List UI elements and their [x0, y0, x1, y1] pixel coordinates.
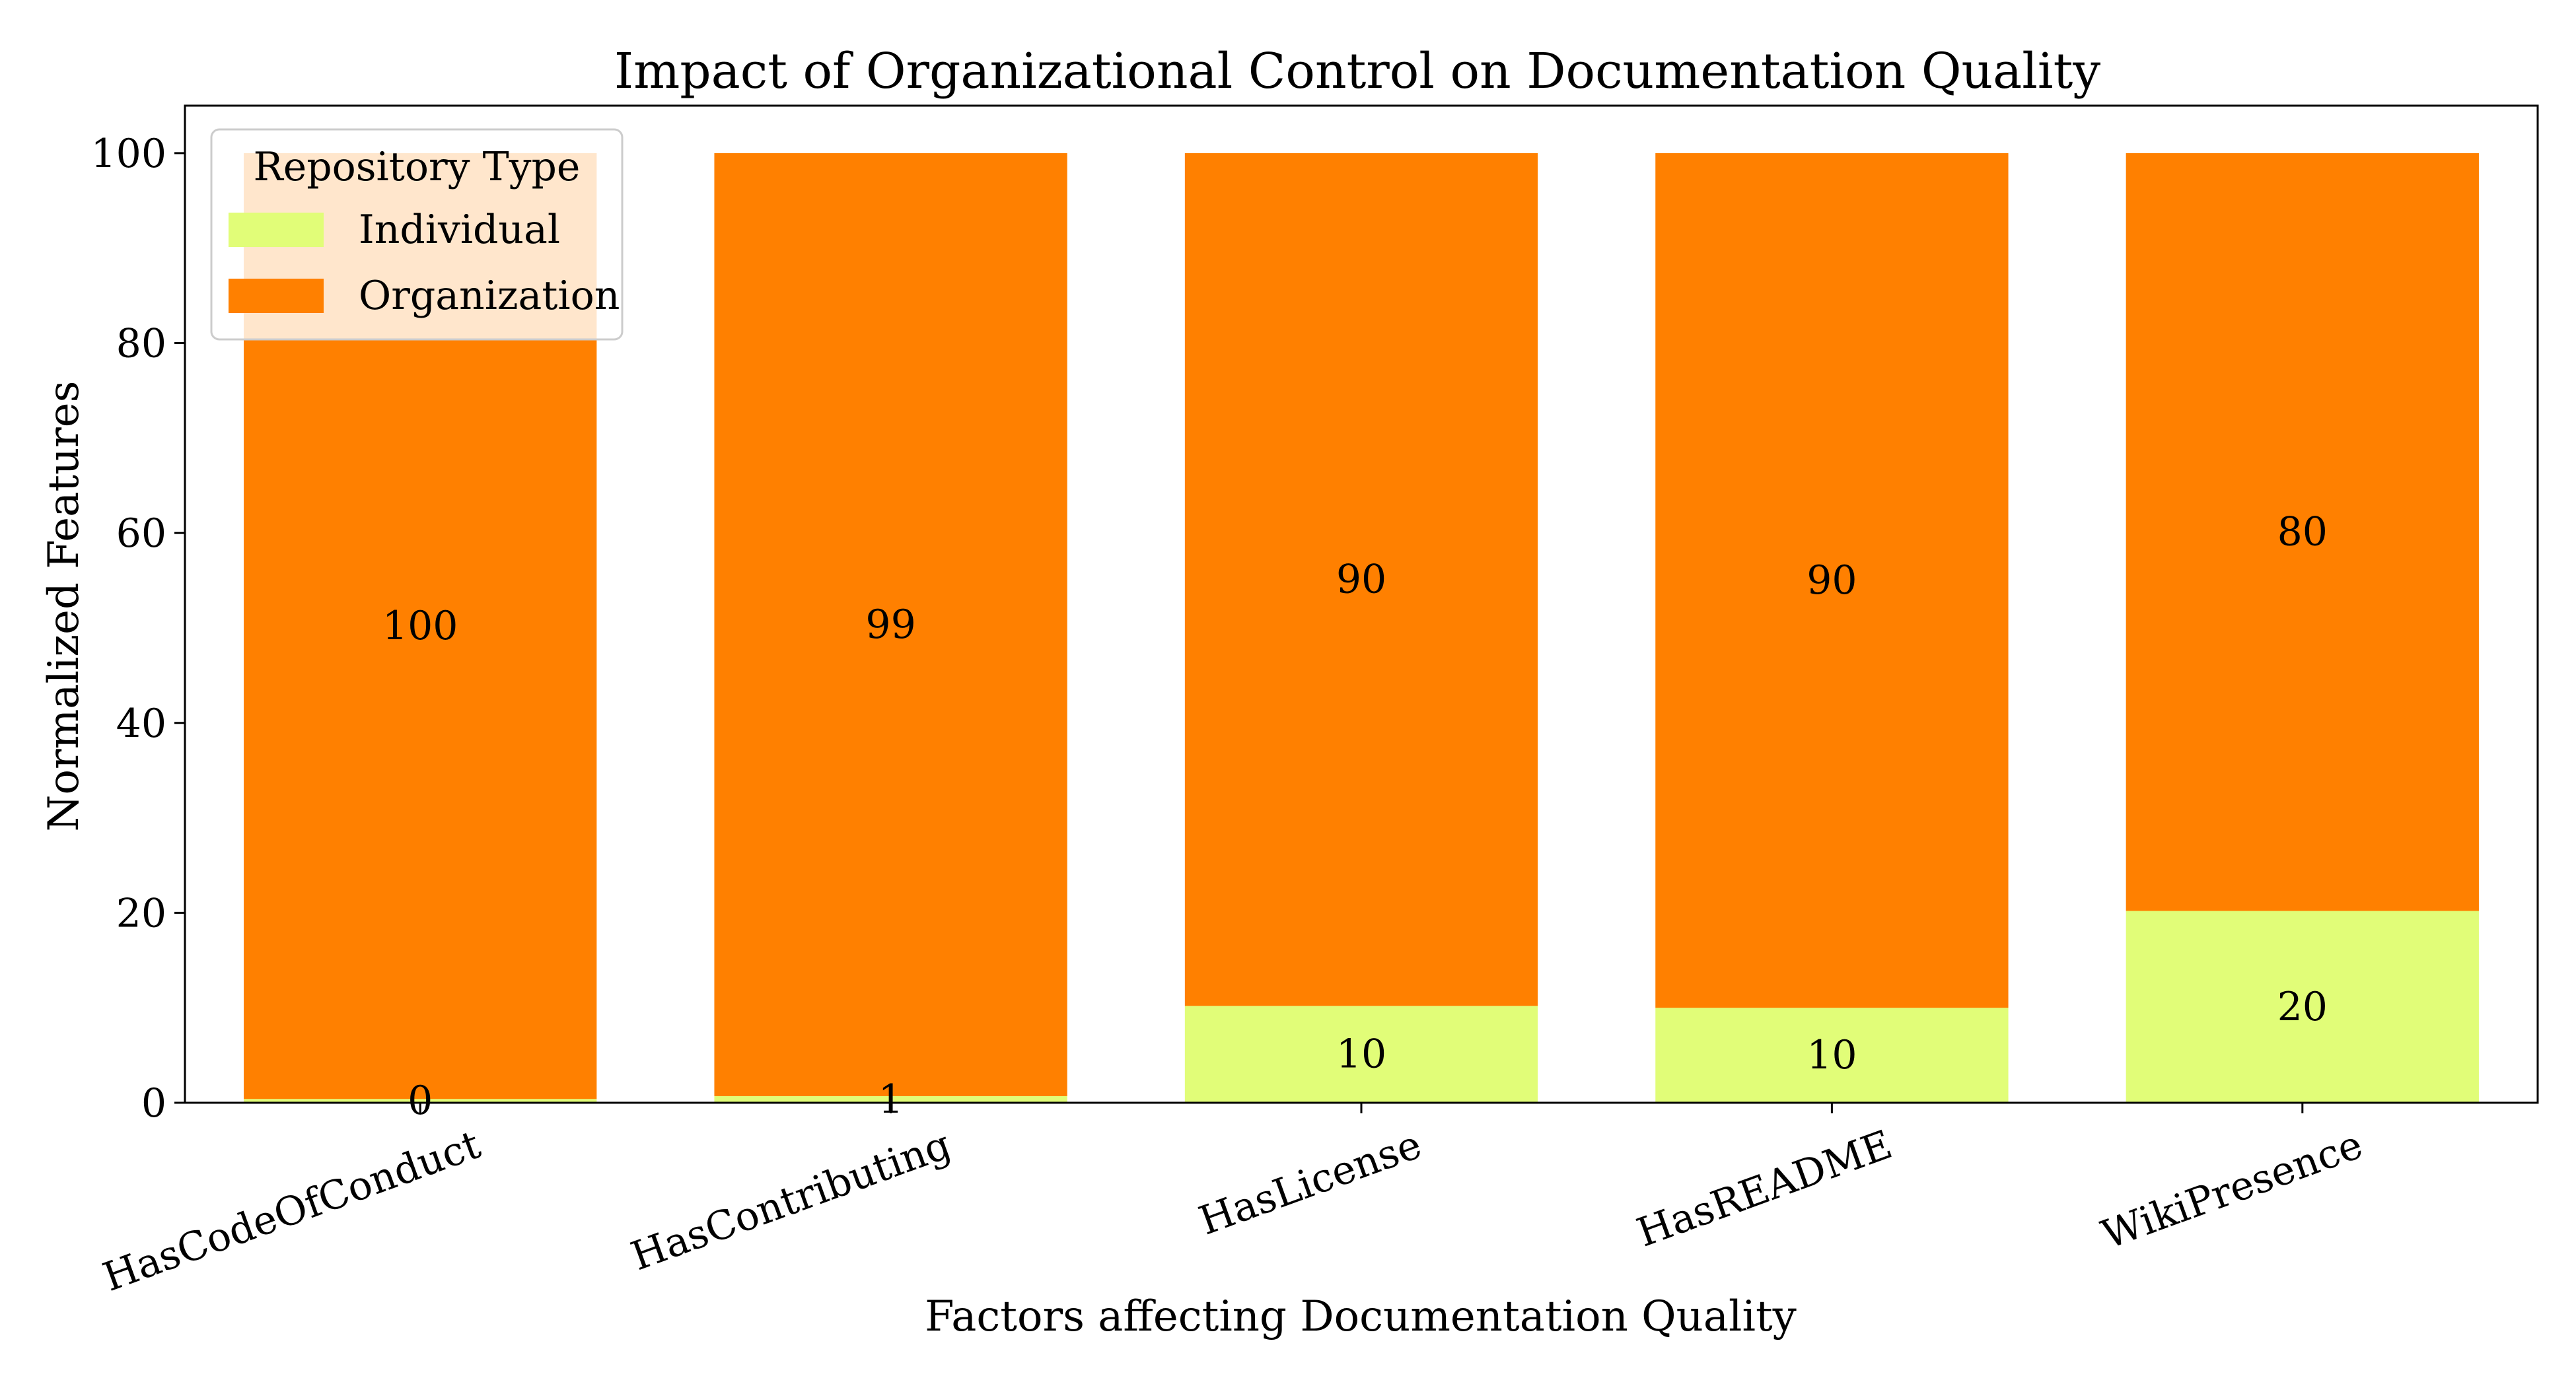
legend-entries: Individual Organization: [229, 207, 620, 319]
data-label-organization-hasreadme: 90: [1807, 557, 1857, 604]
y-tick-label: 60: [116, 510, 166, 557]
x-tick-label-hascontributing: HasContributing: [626, 1121, 957, 1280]
x-tick-label-hascodeofconduct: HasCodeOfConduct: [97, 1121, 486, 1301]
x-tick-label-hasreadme: HasREADME: [1631, 1121, 1898, 1256]
bar-individual-wikipresence: [2126, 911, 2479, 1103]
bar-individual-hascodeofconduct: [244, 1099, 597, 1103]
y-tick-label: 100: [90, 131, 166, 177]
data-label-organization-haslicense: 90: [1336, 557, 1386, 603]
y-tick-label: 80: [116, 321, 166, 367]
bar-individual-hasreadme: [1655, 1008, 2009, 1103]
y-axis-label: Normalized Features: [40, 381, 89, 832]
legend-title: Repository Type: [254, 144, 581, 190]
bar-organization-wikipresence: [2126, 153, 2479, 911]
legend-swatch-organization: [229, 279, 324, 313]
y-tick-label: 20: [116, 890, 166, 936]
chart-title: Impact of Organizational Control on Docu…: [614, 43, 2100, 100]
data-label-individual-hasreadme: 10: [1807, 1032, 1857, 1078]
data-label-organization-wikipresence: 80: [2277, 509, 2328, 555]
legend-label-organization: Organization: [359, 273, 620, 319]
data-label-individual-wikipresence: 20: [2277, 984, 2328, 1030]
data-label-individual-hascontributing: 1: [878, 1076, 904, 1123]
x-axis-label: Factors affecting Documentation Quality: [925, 1292, 1797, 1341]
bar-organization-hascontributing: [714, 153, 1067, 1096]
data-labels-layer: 0 100 1 99 10 90 10 90 20 80: [382, 509, 2328, 1124]
legend: Repository Type Individual Organization: [210, 128, 624, 341]
y-tick-label: 40: [116, 701, 166, 747]
x-tick-label-haslicense: HasLicense: [1193, 1121, 1427, 1244]
bars-layer: [244, 153, 2479, 1103]
legend-label-individual: Individual: [359, 207, 560, 253]
legend-swatch-individual: [229, 213, 324, 247]
bar-individual-hascontributing: [714, 1095, 1067, 1103]
data-label-individual-haslicense: 10: [1336, 1031, 1386, 1078]
x-tick-label-wikipresence: WikiPresence: [2096, 1121, 2369, 1258]
y-axis: 0 20 40 60 80 100: [90, 131, 185, 1127]
data-label-organization-hascontributing: 99: [865, 602, 915, 648]
data-label-organization-hascodeofconduct: 100: [382, 603, 458, 649]
bar-organization-haslicense: [1184, 153, 1538, 1006]
x-axis: HasCodeOfConduct HasContributing HasLicens…: [97, 1103, 2369, 1301]
bar-organization-hasreadme: [1655, 153, 2009, 1008]
data-label-individual-hascodeofconduct: 0: [408, 1078, 433, 1124]
bar-individual-haslicense: [1184, 1006, 1538, 1103]
y-tick-label: 0: [141, 1080, 166, 1127]
